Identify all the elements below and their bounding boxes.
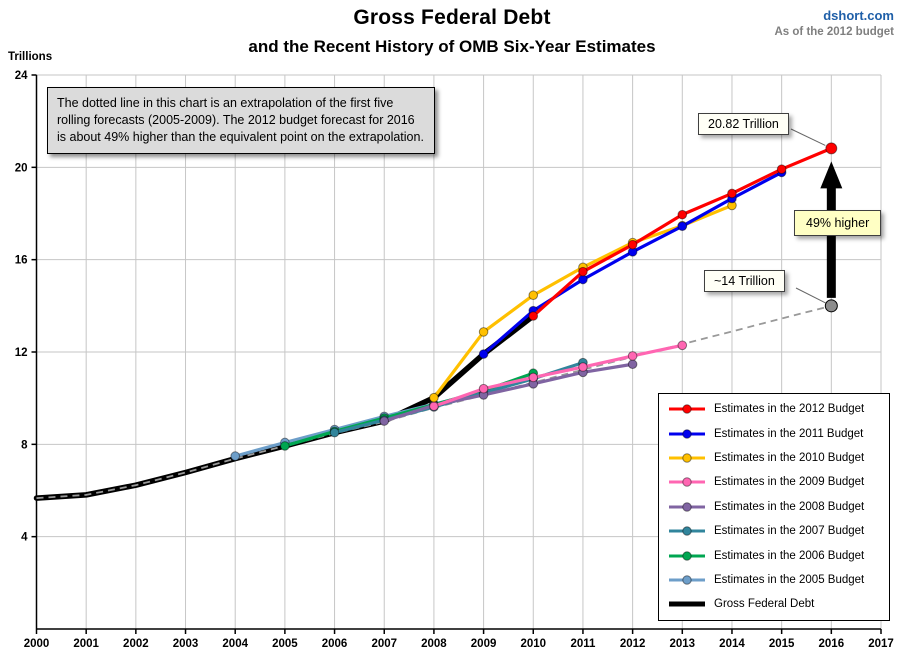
svg-text:12: 12 [15,347,28,359]
svg-text:2007: 2007 [371,638,397,650]
data-point [478,327,489,337]
branding-block: dshort.com As of the 2012 budget [775,8,895,38]
data-point [280,441,290,451]
data-point [627,359,638,370]
extrapolation-end-dot [824,299,838,313]
svg-text:2003: 2003 [173,638,199,650]
svg-text:2001: 2001 [73,638,99,650]
data-point [478,349,489,359]
data-point [677,340,688,351]
legend-item-label: Estimates in the 2012 Budget [714,403,865,416]
series-est-2009 [429,340,688,412]
svg-text:2015: 2015 [769,638,795,650]
series-est-2012 [528,142,838,321]
page-title: Gross Federal Debt [353,6,551,29]
data-point [429,401,439,412]
svg-text:4: 4 [21,532,28,544]
svg-text:2011: 2011 [570,638,596,650]
legend-item-est-2008: Estimates in the 2008 Budget [659,495,889,519]
svg-text:20: 20 [15,162,28,174]
data-point [578,266,588,277]
svg-text:24: 24 [15,70,28,82]
svg-text:16: 16 [15,255,28,267]
legend-item-est-2005: Estimates in the 2005 Budget [659,568,889,592]
x-axis-labels: 2000 2001 2002 2003 2004 2005 2006 2007 2008 2009… [24,638,894,650]
data-point [329,427,340,438]
svg-text:2004: 2004 [222,638,248,650]
svg-text:8: 8 [21,439,28,451]
callout-low-value: ~14 Trillion [704,270,785,292]
legend-item-label: Estimates in the 2005 Budget [714,573,865,586]
svg-text:2017: 2017 [868,638,894,650]
callout-connectors [790,128,826,304]
legend-item-label: Estimates in the 2010 Budget [714,451,865,464]
y-axis-labels: 4 8 12 16 20 24 [15,70,28,544]
svg-text:2014: 2014 [719,638,745,650]
note-box: The dotted line in this chart is an extr… [47,87,435,154]
legend-swatch [669,428,705,439]
legend-swatch [669,550,705,561]
svg-text:2000: 2000 [24,638,50,650]
svg-text:2012: 2012 [620,638,646,650]
svg-text:2006: 2006 [322,638,348,650]
legend-item-est-2010: Estimates in the 2010 Budget [659,446,889,470]
svg-text:2016: 2016 [819,638,845,650]
legend-swatch [669,477,705,488]
legend-item-label: Gross Federal Debt [714,598,815,611]
legend-swatch [669,404,705,414]
legend-item-est-2006: Estimates in the 2006 Budget [659,543,889,567]
legend-item-gross-federal-debt: Gross Federal Debt [659,592,889,616]
data-point [379,416,390,426]
legend-swatch [669,453,705,463]
data-point [528,372,539,383]
callout-high-value: 20.82 Trillion [698,113,789,135]
legend-item-label: Estimates in the 2007 Budget [714,525,865,538]
svg-text:2002: 2002 [123,638,149,650]
difference-arrow [820,161,843,298]
legend-item-label: Estimates in the 2009 Budget [714,476,865,489]
legend-item-est-2011: Estimates in the 2011 Budget [659,421,889,445]
legend-item-label: Estimates in the 2008 Budget [714,500,865,513]
data-point [429,392,439,403]
legend-swatch [669,526,705,536]
data-point [677,221,688,231]
svg-text:2008: 2008 [421,638,447,650]
data-point [627,351,638,361]
svg-text:2005: 2005 [272,638,298,650]
svg-text:2009: 2009 [471,638,497,650]
data-point [478,383,489,394]
y-axis-unit-label: Trillions [8,51,53,63]
legend-swatch [669,575,705,585]
series-est-2008 [379,359,638,426]
legend-item-est-2007: Estimates in the 2007 Budget [659,519,889,543]
legend-item-est-2012: Estimates in the 2012 Budget [659,397,889,421]
legend-swatch [669,502,705,512]
arrow-callout-label: 49% higher [794,210,882,236]
legend-item-est-2009: Estimates in the 2009 Budget [659,470,889,494]
as-of-label: As of the 2012 budget [774,26,895,38]
legend-item-label: Estimates in the 2011 Budget [714,427,864,440]
axes [31,74,882,634]
page-subtitle: and the Recent History of OMB Six-Year E… [248,37,656,56]
data-point [230,451,241,461]
data-point [578,274,588,285]
data-point [727,188,737,199]
data-point [825,142,838,155]
svg-text:2013: 2013 [669,638,695,650]
data-point [627,239,638,250]
site-link[interactable]: dshort.com [823,8,894,23]
data-point [578,362,588,372]
data-point [677,209,688,220]
data-point [528,311,539,321]
legend: Estimates in the 2012 Budget Estimates in… [658,393,890,621]
legend-item-label: Estimates in the 2006 Budget [714,549,865,562]
svg-text:2010: 2010 [520,638,546,650]
data-point [528,290,539,301]
legend-swatch [669,601,705,607]
data-point [776,164,787,174]
